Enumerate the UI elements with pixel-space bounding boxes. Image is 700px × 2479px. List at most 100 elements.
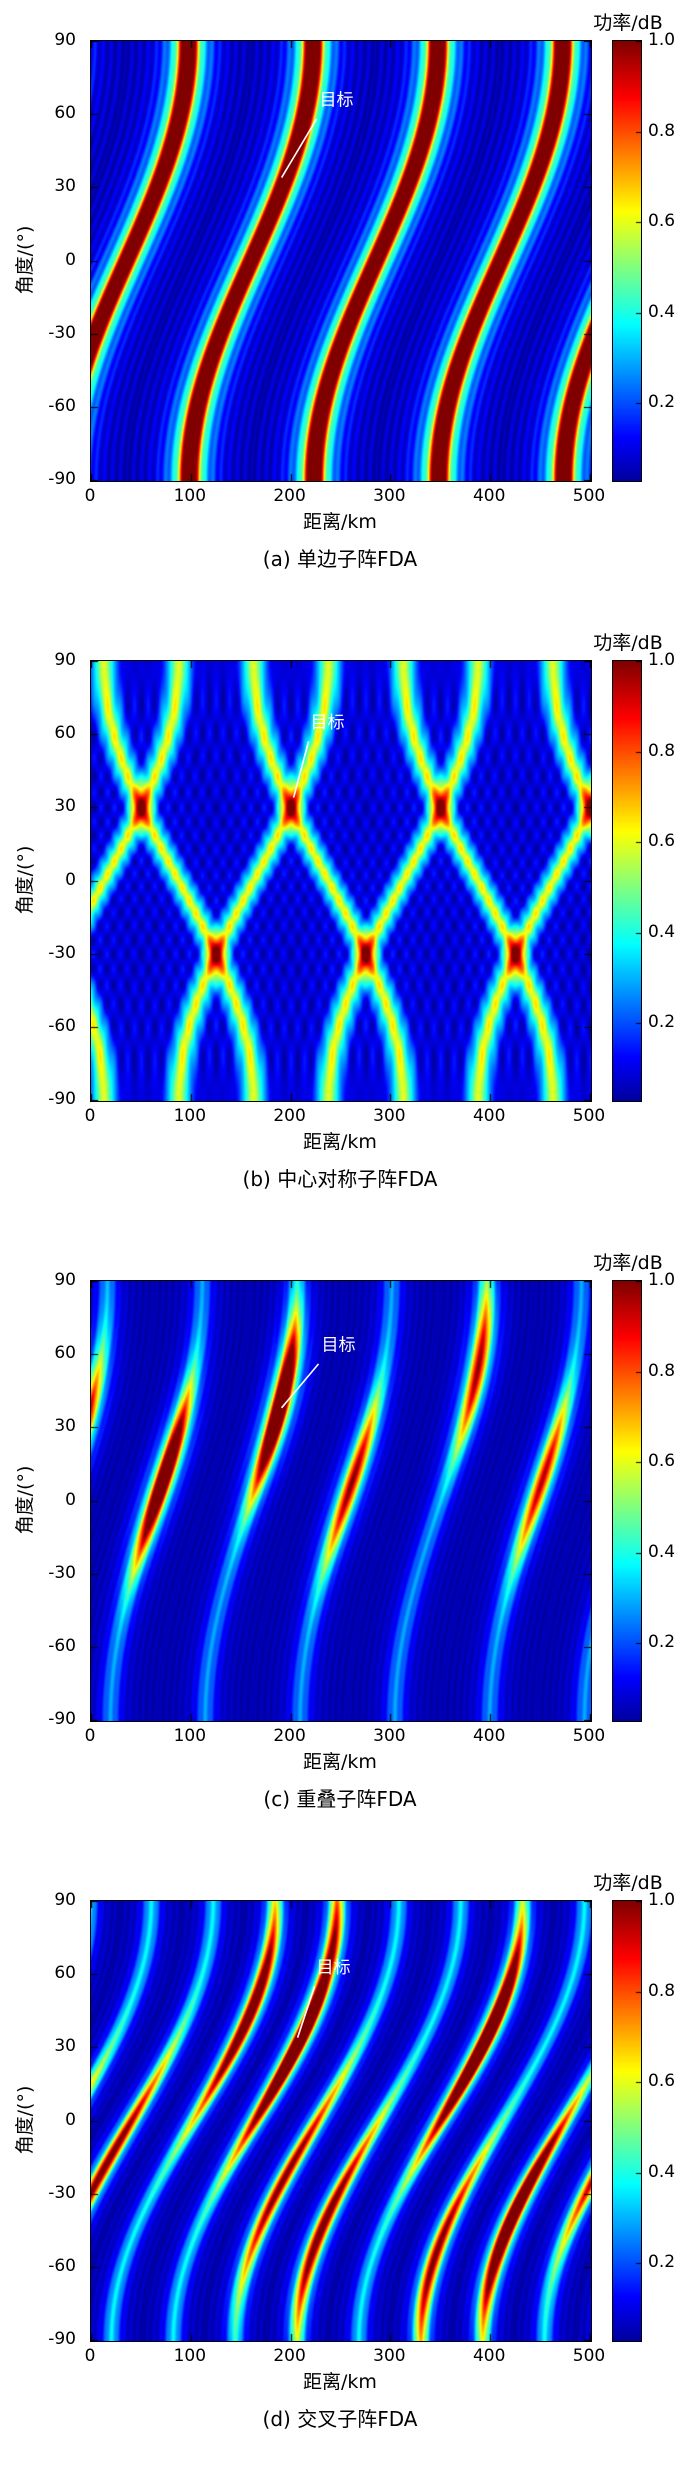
x-tick-label: 400 [472,1726,506,1746]
y-tick-label: 60 [54,723,76,744]
y-tick-label: -60 [48,1015,76,1036]
colorbar-tick-label: 0.4 [648,1541,676,1562]
annotation-overlay: 目标 [281,1335,356,1409]
heatmap-canvas [91,1901,591,2341]
y-tick-label: -30 [48,322,76,343]
y-tick-label: 0 [65,2109,76,2130]
y-tick-label: -30 [48,942,76,963]
annotation-overlay: 目标 [292,713,345,798]
x-tick-label: 0 [84,486,96,506]
colorbar-tick-label: 0.2 [648,1012,676,1033]
colorbar-tick-label: 0.4 [648,2161,676,2182]
colorbar-canvas [613,661,641,1101]
y-tick-label: 90 [54,650,76,670]
colorbar-tick-label: 0.8 [648,1360,676,1381]
annotation-target-label: 目标 [317,1958,351,1978]
x-tick-label: 300 [373,486,406,506]
annotation-line [280,118,318,178]
colorbar-tick-label: 0.6 [648,2071,676,2092]
x-tick-label: 300 [373,1106,406,1126]
y-tick-label: -90 [48,1089,76,1109]
annotation-target-label: 目标 [320,91,354,111]
colorbar-tick-label: 1.0 [648,1890,676,1910]
heatmap-plot: 目标 [90,660,592,1102]
y-tick-label: 0 [65,869,76,890]
x-axis-ticks: 0 100 200 300 400 500 [85,486,606,508]
x-tick-label: 500 [572,486,606,506]
x-tick-label: 500 [572,2346,606,2366]
y-axis-ticks: 90 60 30 0 -30 -60 -90 [0,1270,84,1729]
colorbar-title: 功率/dB [593,1252,663,1274]
x-axis-label: 距离/km [303,511,377,533]
y-tick-label: 30 [54,2036,76,2057]
x-tick-label: 100 [173,486,207,506]
annotation-overlay: 目标 [280,91,354,178]
x-axis-label: 距离/km [303,2371,377,2393]
x-tick-label: 200 [273,1106,306,1126]
subplot-a: 功率/dB 角度/(°) 目标 90 60 30 0 -30 -60 -90 0 100 200… [0,0,700,620]
heatmap-plot: 目标 [90,1900,592,2342]
y-tick-label: -60 [48,1635,76,1656]
annotation-target-label: 目标 [311,713,345,733]
y-tick-label: 90 [54,30,76,50]
x-tick-label: 500 [572,1106,606,1126]
colorbar-tick-label: 0.8 [648,120,676,141]
y-tick-label: 0 [65,249,76,270]
y-tick-label: 60 [54,103,76,124]
x-tick-label: 0 [84,1106,96,1126]
y-tick-label: -90 [48,469,76,489]
heatmap-canvas [91,661,591,1101]
x-axis-label: 距离/km [303,1751,377,1773]
x-tick-label: 400 [472,1106,506,1126]
y-tick-label: -90 [48,1709,76,1729]
colorbar-tick-label: 0.2 [648,2252,676,2273]
colorbar-tick-label: 0.8 [648,1980,676,2001]
x-tick-label: 0 [84,1726,96,1746]
annotation-overlay: 目标 [296,1958,351,2038]
colorbar-tick-label: 1.0 [648,1270,676,1290]
colorbar [612,40,642,482]
y-tick-label: 30 [54,1416,76,1437]
x-tick-label: 400 [472,486,506,506]
colorbar-ticks: 1.0 0.8 0.6 0.4 0.2 [648,650,698,1102]
x-tick-label: 200 [273,2346,306,2366]
subplot-caption: (c) 重叠子阵FDA [263,1787,417,1811]
colorbar-tick-label: 0.4 [648,921,676,942]
y-tick-label: 90 [54,1270,76,1290]
colorbar-title: 功率/dB [593,1872,663,1894]
colorbar-title: 功率/dB [593,632,663,654]
y-tick-label: 60 [54,1343,76,1364]
colorbar-tick-label: 0.2 [648,392,676,413]
colorbar-ticks: 1.0 0.8 0.6 0.4 0.2 [648,1270,698,1722]
colorbar-title: 功率/dB [593,12,663,34]
subplot-d: 功率/dB 角度/(°) 目标 90 60 30 0 -30 -60 -90 0 100 200… [0,1860,700,2479]
colorbar [612,1900,642,2342]
x-tick-label: 400 [472,2346,506,2366]
x-tick-label: 200 [273,486,306,506]
heatmap-canvas [91,41,591,481]
colorbar-tick-label: 0.4 [648,301,676,322]
y-tick-label: 90 [54,1890,76,1910]
heatmap-canvas [91,1281,591,1721]
colorbar-tick-label: 1.0 [648,650,676,670]
y-tick-label: -60 [48,395,76,416]
x-axis-ticks: 0 100 200 300 400 500 [85,1726,606,1748]
colorbar-ticks: 1.0 0.8 0.6 0.4 0.2 [648,1890,698,2342]
heatmap-plot: 目标 [90,40,592,482]
subplot-caption: (b) 中心对称子阵FDA [242,1167,438,1191]
annotation-line [296,1986,316,2038]
annotation-line [292,741,310,798]
x-tick-label: 100 [173,1726,207,1746]
x-tick-label: 500 [572,1726,606,1746]
heatmap-plot: 目标 [90,1280,592,1722]
colorbar [612,660,642,1102]
y-tick-label: 30 [54,176,76,197]
y-tick-label: -60 [48,2255,76,2276]
x-axis-ticks: 0 100 200 300 400 500 [85,2346,606,2368]
y-tick-label: -90 [48,2329,76,2349]
y-tick-label: -30 [48,2182,76,2203]
subplot-c: 功率/dB 角度/(°) 目标 90 60 30 0 -30 -60 -90 0 100 200… [0,1240,700,1860]
x-axis-ticks: 0 100 200 300 400 500 [85,1106,606,1128]
y-axis-ticks: 90 60 30 0 -30 -60 -90 [0,650,84,1109]
colorbar [612,1280,642,1722]
